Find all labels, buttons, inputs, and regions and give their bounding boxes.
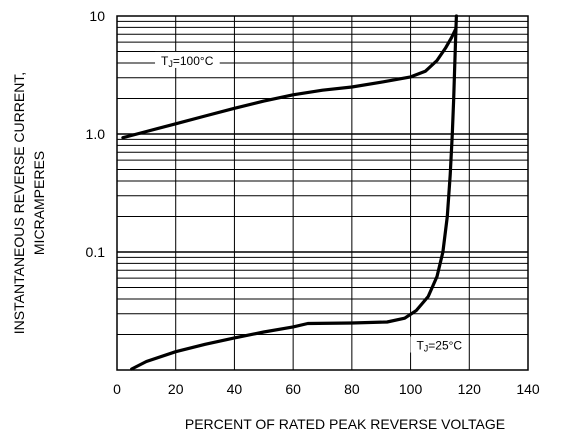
annotation-tj-100c: TJ=100°C bbox=[161, 54, 214, 69]
y-tick-label: 1.0 bbox=[86, 126, 106, 142]
x-tick-label: 60 bbox=[285, 381, 301, 397]
x-axis-title: PERCENT OF RATED PEAK REVERSE VOLTAGE bbox=[185, 416, 505, 432]
x-tick-label: 40 bbox=[227, 381, 243, 397]
x-tick-label: 20 bbox=[168, 381, 184, 397]
series-line-tj-100c bbox=[121, 27, 458, 140]
x-tick-label: 120 bbox=[458, 381, 482, 397]
annotation-background bbox=[155, 51, 220, 68]
series-line-tj-25c bbox=[130, 14, 458, 371]
y-tick-label: 0.1 bbox=[86, 244, 106, 260]
series-layer bbox=[121, 14, 458, 371]
plot-frame-rect bbox=[116, 15, 529, 371]
x-tick-label: 140 bbox=[516, 381, 540, 397]
x-tick-label: 100 bbox=[399, 381, 423, 397]
grid bbox=[117, 16, 528, 370]
y-axis-title-line-2: MICRAMPERES bbox=[31, 151, 47, 255]
y-axis-title-line-1: INSTANTANEOUS REVERSE CURRENT, bbox=[11, 72, 27, 334]
y-tick-label: 10 bbox=[89, 8, 105, 24]
annotations: TJ=100°C TJ=25°C bbox=[155, 51, 469, 354]
annotation-tj-25c: TJ=25°C bbox=[416, 339, 462, 354]
x-tick-label: 0 bbox=[113, 381, 121, 397]
plot-frame bbox=[116, 15, 529, 371]
tick-labels: 0 20 40 60 80 100 120 140 10 1.0 0.1 bbox=[86, 8, 540, 397]
annotation-background bbox=[410, 336, 469, 353]
x-tick-label: 80 bbox=[344, 381, 360, 397]
